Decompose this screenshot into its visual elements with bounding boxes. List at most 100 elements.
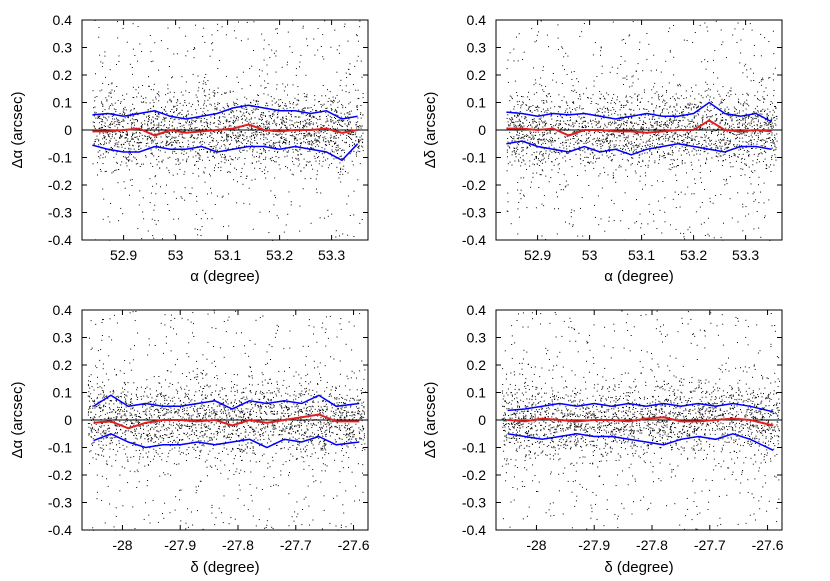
scatter-point	[529, 145, 531, 146]
scatter-point	[694, 178, 695, 180]
scatter-point	[242, 118, 243, 120]
scatter-point	[616, 127, 618, 128]
scatter-point	[595, 216, 596, 218]
scatter-point	[251, 179, 253, 181]
scatter-point	[750, 123, 752, 125]
scatter-point	[158, 149, 159, 151]
scatter-point	[535, 156, 537, 158]
scatter-point	[543, 138, 545, 140]
scatter-point	[577, 138, 579, 140]
scatter-point	[315, 117, 317, 119]
scatter-point	[319, 110, 321, 111]
scatter-point	[243, 108, 245, 110]
scatter-point	[92, 163, 94, 165]
scatter-point	[144, 135, 146, 137]
scatter-point	[598, 121, 600, 123]
scatter-point	[131, 139, 133, 140]
scatter-point	[555, 123, 557, 125]
scatter-point	[267, 134, 269, 136]
scatter-point	[628, 143, 630, 145]
scatter-point	[239, 150, 241, 152]
scatter-point	[260, 125, 262, 127]
scatter-point	[212, 140, 214, 142]
scatter-point	[135, 136, 137, 138]
scatter-point	[285, 143, 287, 145]
scatter-point	[273, 120, 275, 122]
scatter-point	[180, 133, 182, 135]
scatter-point	[276, 142, 278, 144]
scatter-point	[259, 125, 260, 126]
scatter-point	[342, 149, 344, 151]
scatter-point	[756, 143, 758, 145]
scatter-point	[113, 108, 115, 110]
scatter-point	[617, 114, 619, 116]
scatter-point	[601, 108, 603, 110]
scatter-point	[624, 60, 626, 62]
scatter-point	[144, 123, 146, 125]
scatter-point	[580, 207, 581, 209]
scatter-point	[349, 122, 351, 124]
scatter-point	[229, 121, 231, 123]
scatter-point	[766, 94, 768, 96]
scatter-point	[718, 128, 720, 130]
scatter-point	[285, 224, 287, 226]
scatter-point	[109, 221, 111, 223]
scatter-point	[763, 128, 765, 130]
scatter-point	[217, 102, 219, 104]
scatter-point	[624, 105, 626, 107]
scatter-point	[139, 166, 141, 167]
scatter-point	[606, 126, 608, 128]
scatter-point	[223, 126, 225, 128]
scatter-point	[155, 96, 157, 98]
scatter-point	[725, 119, 727, 121]
scatter-point	[665, 140, 667, 142]
scatter-point	[602, 138, 604, 140]
scatter-point	[299, 116, 301, 118]
scatter-point	[97, 151, 99, 153]
scatter-point	[687, 107, 689, 109]
scatter-point	[724, 184, 726, 186]
scatter-point	[295, 145, 297, 147]
scatter-point	[342, 133, 344, 135]
scatter-point	[188, 102, 190, 104]
scatter-point	[559, 153, 561, 155]
scatter-point	[197, 137, 199, 139]
scatter-point	[127, 140, 129, 142]
scatter-point	[97, 117, 99, 118]
scatter-point	[521, 147, 523, 149]
scatter-point	[531, 134, 533, 136]
scatter-point	[340, 155, 342, 157]
scatter-point	[220, 145, 222, 147]
scatter-point	[253, 135, 255, 136]
scatter-point	[357, 117, 359, 119]
scatter-point	[565, 52, 567, 54]
scatter-point	[611, 153, 613, 154]
scatter-point	[655, 121, 657, 122]
scatter-point	[332, 128, 334, 130]
scatter-point	[141, 142, 143, 144]
scatter-point	[772, 79, 774, 81]
scatter-point	[658, 124, 660, 126]
scatter-point	[145, 102, 147, 104]
scatter-point	[199, 159, 201, 160]
scatter-point	[120, 101, 122, 103]
scatter-point	[511, 164, 513, 166]
scatter-point	[236, 202, 238, 204]
scatter-point	[717, 156, 719, 158]
scatter-point	[543, 205, 545, 207]
scatter-point	[704, 22, 706, 24]
scatter-point	[604, 230, 606, 232]
scatter-point	[686, 40, 688, 41]
scatter-point	[625, 115, 627, 117]
scatter-point	[142, 197, 144, 199]
scatter-point	[596, 76, 598, 77]
scatter-point	[265, 133, 267, 135]
scatter-point	[188, 92, 190, 93]
scatter-point	[239, 133, 241, 135]
scatter-point	[590, 150, 592, 152]
scatter-point	[125, 130, 127, 132]
scatter-point	[153, 127, 154, 129]
scatter-point	[330, 152, 332, 154]
scatter-point	[277, 114, 278, 115]
scatter-point	[561, 151, 563, 153]
